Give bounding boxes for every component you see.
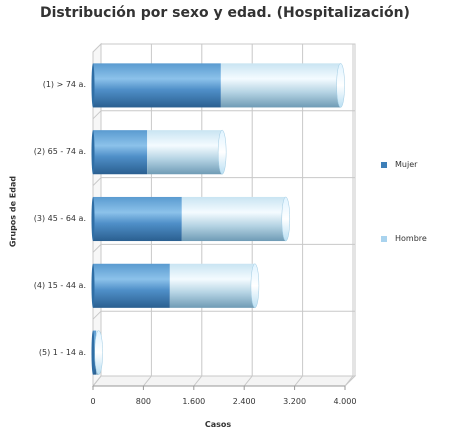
category-label: (3) 45 - 64 a. — [33, 214, 86, 223]
category-label: (5) 1 - 14 a. — [38, 347, 86, 357]
grid-line-floor — [193, 375, 203, 387]
bar-mujer — [93, 130, 148, 175]
legend-swatch-hombre — [381, 236, 387, 242]
grid-line-y — [92, 110, 102, 120]
bar-hombre — [169, 263, 255, 308]
legend-swatch-mujer — [381, 162, 387, 168]
chart-title: Distribución por sexo y edad. (Hospitali… — [40, 5, 410, 21]
grid-line-y — [92, 177, 102, 186]
bar-start-cap — [91, 263, 95, 308]
x-tick-label: 800 — [135, 397, 152, 406]
bar-end-cap — [281, 196, 291, 242]
bar-start-cap — [91, 330, 95, 375]
category-label: (2) 65 - 74 a. — [33, 147, 86, 157]
x-tick-label: 2.400 — [232, 397, 256, 406]
x-axis-title: Casos — [204, 420, 232, 429]
legend-label-hombre: Hombre — [395, 234, 427, 243]
bar-hombre — [181, 196, 286, 242]
x-tick-label: 0 — [90, 397, 96, 406]
plot-floor — [91, 375, 357, 387]
grid-line-y — [92, 244, 102, 253]
bar-end-cap — [250, 263, 260, 309]
grid-line-floor — [243, 375, 253, 387]
bar-end-cap — [217, 129, 227, 175]
bar-mujer — [93, 63, 221, 108]
bar-start-cap — [91, 63, 95, 108]
x-tick-label: 1.600 — [182, 397, 206, 406]
bar-end-cap — [336, 63, 345, 108]
bar-start-cap — [91, 130, 95, 175]
grid-line-floor — [92, 375, 102, 387]
category-label: (4) 15 - 44 a. — [33, 280, 86, 290]
bar-mujer — [93, 196, 182, 242]
grid-line-floor — [344, 375, 354, 387]
grid-line-floor — [143, 375, 152, 387]
grid-line-y — [92, 310, 102, 320]
grid-line-floor — [294, 375, 303, 387]
legend-label-mujer: Mujer — [395, 160, 418, 169]
bar-mujer — [93, 263, 170, 308]
x-tick-label: 4.000 — [333, 397, 357, 406]
x-tick-label: 3.200 — [283, 397, 307, 406]
bar-hombre — [147, 130, 223, 175]
bar-end-cap — [94, 330, 103, 375]
category-label: (1) > 74 a. — [42, 80, 86, 90]
bar-start-cap — [91, 196, 95, 242]
bar-hombre — [220, 63, 341, 108]
